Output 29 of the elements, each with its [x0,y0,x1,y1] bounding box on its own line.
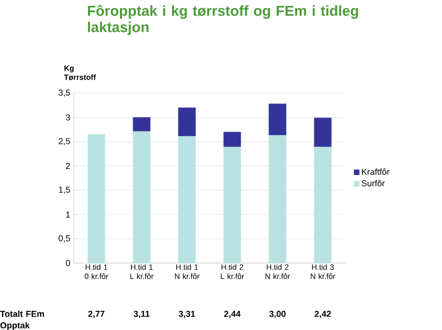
bar [223,132,242,148]
bar [268,135,286,264]
y-tick-label: 1 [66,211,70,218]
bar [314,118,332,148]
text: 3,11 [134,310,150,318]
bar [223,146,242,264]
text: 2,42 [314,310,331,318]
y-tick-label: 2,5 [58,138,70,146]
bar [314,146,332,264]
legend-label: Surfôr [362,180,385,186]
text: 2,77 [88,310,104,318]
text: 3,00 [269,310,286,318]
bar [268,104,286,136]
bar [132,131,150,264]
bar [132,117,150,132]
bar [178,107,196,136]
chart-title: Fôropptak i kg tørrstoff og FEm i tidleg laktasjon [88,4,358,35]
legend-label: Kraftfôr [362,168,390,175]
bar [178,136,196,264]
bar [88,134,106,264]
text: 2,44 [224,310,241,318]
y-tick-label: 3,5 [58,89,70,97]
y-tick-label: 0,5 [58,235,70,242]
y-tick-label: 2 [66,162,70,169]
y-tick-label: 0 [66,260,70,266]
y-tick-label: 1,5 [59,186,70,194]
text: 3,31 [178,310,196,318]
y-tick-label: 3 [66,114,70,120]
text: Totalt FEm Opptak [0,310,44,330]
